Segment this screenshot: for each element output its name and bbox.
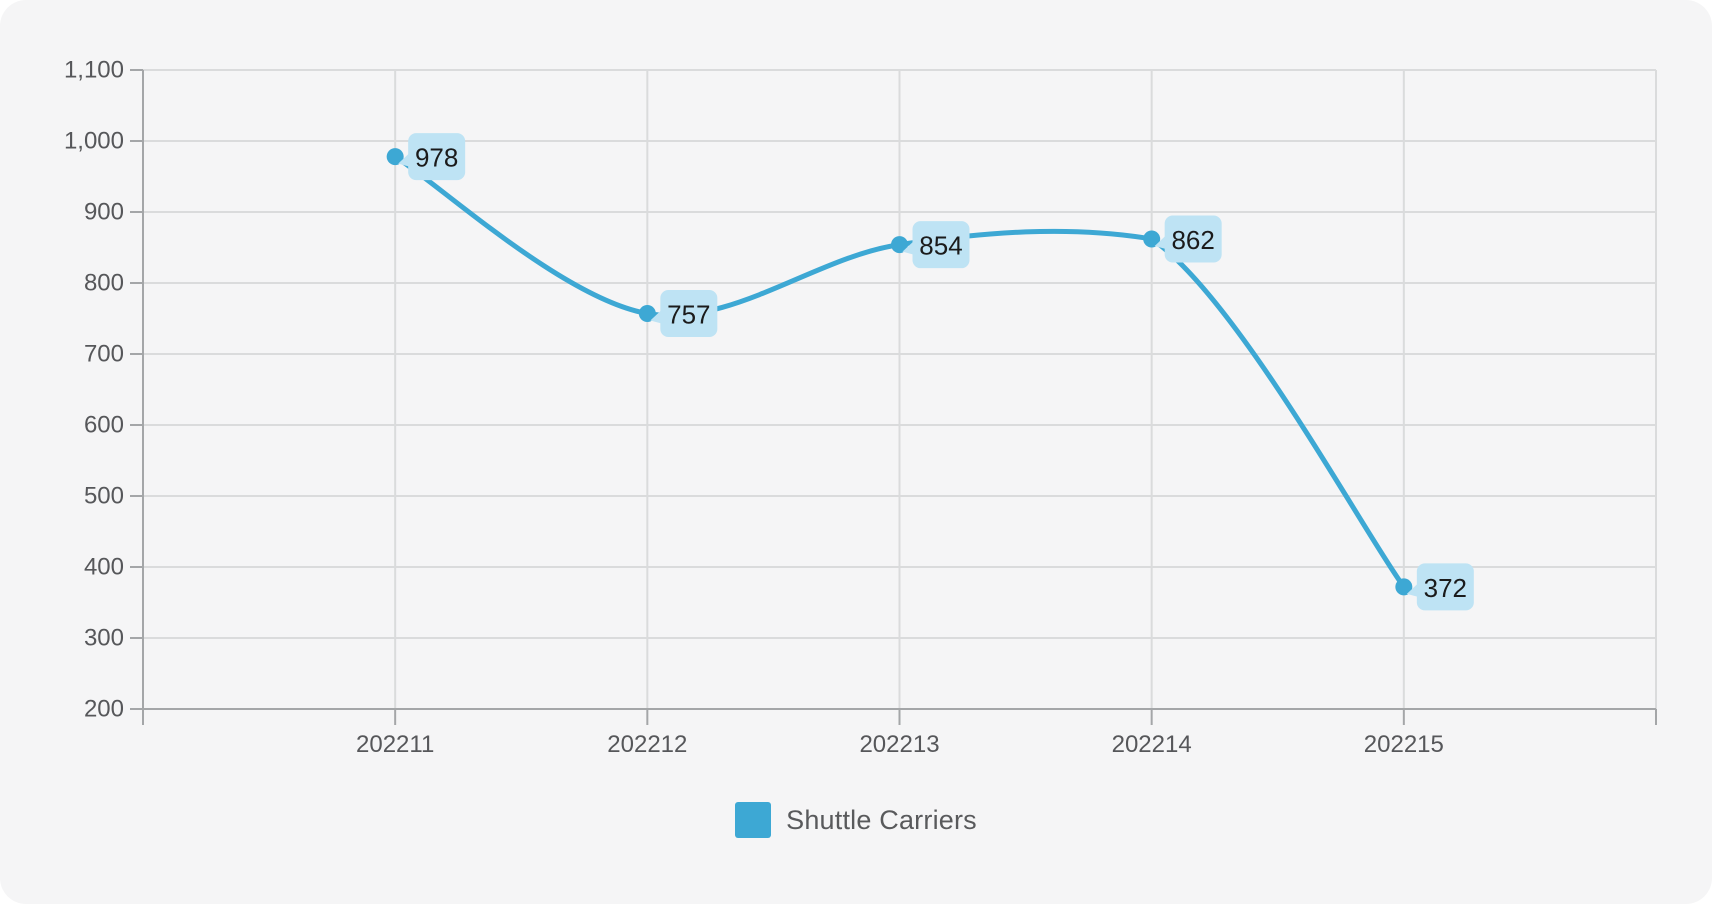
data-point[interactable] bbox=[386, 148, 404, 166]
y-axis-tick-label: 900 bbox=[84, 199, 124, 226]
y-axis-tick-label: 300 bbox=[84, 625, 124, 652]
x-axis-tick-label: 202215 bbox=[1364, 731, 1444, 758]
data-label-box bbox=[1164, 215, 1222, 263]
x-axis-tick-label: 202212 bbox=[607, 731, 687, 758]
x-axis-tick-label: 202211 bbox=[356, 731, 434, 758]
legend-label[interactable]: Shuttle Carriers bbox=[786, 804, 977, 835]
y-axis-tick-label: 1,100 bbox=[64, 57, 124, 84]
y-axis-tick-label: 500 bbox=[84, 483, 124, 510]
y-axis-tick-label: 400 bbox=[84, 554, 124, 581]
data-label-box bbox=[408, 133, 466, 181]
data-label-box bbox=[660, 290, 718, 338]
data-point[interactable] bbox=[1395, 578, 1413, 596]
x-axis-tick-label: 202214 bbox=[1112, 731, 1192, 758]
y-axis-tick-label: 700 bbox=[84, 341, 124, 368]
data-label-value: 372 bbox=[1424, 573, 1467, 603]
y-axis-tick-label: 1,000 bbox=[64, 128, 124, 155]
data-label-value: 978 bbox=[415, 143, 458, 173]
data-label-value: 757 bbox=[667, 300, 710, 330]
data-point[interactable] bbox=[1143, 230, 1161, 248]
x-axis-tick-label: 202213 bbox=[859, 731, 939, 758]
y-axis-tick-label: 600 bbox=[84, 412, 124, 439]
data-label-box bbox=[1416, 563, 1474, 611]
data-point[interactable] bbox=[638, 305, 656, 323]
y-axis-tick-label: 200 bbox=[84, 696, 124, 723]
y-axis-tick-label: 800 bbox=[84, 270, 124, 297]
legend-swatch[interactable] bbox=[735, 802, 772, 838]
data-label-value: 854 bbox=[919, 231, 962, 261]
data-label-value: 862 bbox=[1171, 225, 1214, 255]
data-label-box bbox=[912, 221, 970, 269]
legend[interactable]: Shuttle Carriers bbox=[0, 800, 1712, 840]
data-point[interactable] bbox=[891, 236, 908, 254]
